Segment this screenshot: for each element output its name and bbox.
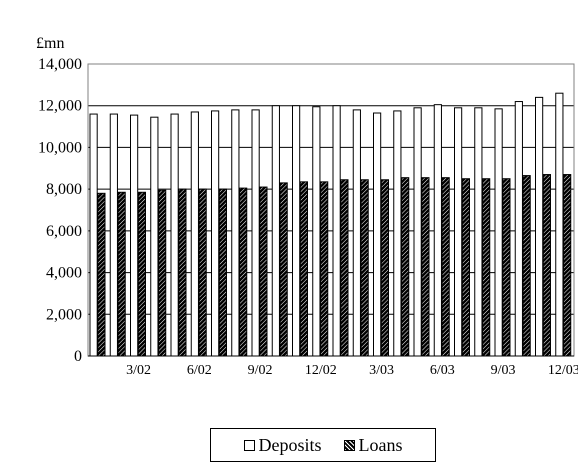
y-tick-label: 12,000 — [38, 98, 82, 115]
bar-loans — [259, 186, 268, 357]
bar-loans — [117, 191, 126, 357]
y-tick-label: 8,000 — [46, 181, 82, 198]
bar-loans — [542, 174, 551, 357]
bar-deposits — [89, 113, 98, 357]
bar-loans — [320, 181, 329, 357]
bar-deposits — [190, 111, 199, 357]
bars — [89, 92, 572, 357]
x-tick-label: 12/02 — [305, 363, 337, 378]
bar-deposits — [150, 116, 159, 357]
bar-loans — [97, 192, 106, 357]
bar-loans — [360, 179, 369, 357]
y-tick-label: 0 — [74, 348, 82, 365]
bar-loans — [178, 188, 187, 357]
bar-deposits — [271, 105, 280, 357]
legend-swatch-deposits — [243, 439, 255, 451]
bar-deposits — [332, 105, 341, 357]
bar-deposits — [514, 101, 523, 357]
bar-loans — [340, 179, 349, 357]
x-tick-label: 6/03 — [430, 363, 455, 378]
x-tick-labels: 3/02 6/02 9/02 12/02 3/03 6/03 9/03 12/03 — [126, 363, 578, 378]
bar-deposits — [454, 107, 463, 357]
bar-deposits — [312, 106, 321, 357]
bar-deposits — [130, 114, 139, 357]
bar-loans — [563, 174, 572, 357]
bar-deposits — [474, 107, 483, 357]
bar-deposits — [535, 96, 544, 357]
y-tick-label: 6,000 — [46, 223, 82, 240]
bar-loans — [380, 179, 389, 357]
y-tick-label: 14,000 — [38, 56, 82, 73]
bar-deposits — [555, 92, 564, 357]
bar-chart: £mn 0 2,000 4,000 6,000 8,000 10,000 12,000 14,… — [36, 35, 578, 378]
x-tick-label: 9/03 — [491, 363, 516, 378]
bar-deposits — [109, 113, 118, 357]
x-tick-label: 9/02 — [248, 363, 273, 378]
legend-item-loans: Loans — [343, 434, 403, 456]
x-tick-label: 12/03 — [548, 363, 578, 378]
y-tick-label: 10,000 — [38, 139, 82, 156]
bar-deposits — [413, 107, 422, 357]
bar-deposits — [231, 109, 240, 357]
y-unit-label: £mn — [36, 35, 64, 52]
bar-loans — [522, 175, 531, 357]
bar-loans — [502, 178, 511, 357]
bar-loans — [421, 177, 430, 357]
bar-loans — [137, 191, 147, 357]
y-tick-label: 4,000 — [46, 265, 82, 282]
bar-loans — [218, 188, 228, 357]
bar-loans — [158, 189, 167, 357]
bar-deposits — [373, 112, 382, 357]
bar-deposits — [433, 104, 442, 357]
bar-deposits — [251, 109, 260, 357]
bar-deposits — [170, 113, 179, 357]
bar-loans — [461, 178, 470, 357]
legend-label-deposits: Deposits — [258, 434, 322, 455]
legend-label-loans: Loans — [358, 434, 403, 455]
bar-loans — [441, 177, 450, 357]
y-tick-labels: 0 2,000 4,000 6,000 8,000 10,000 12,000 14,000 — [38, 56, 82, 365]
bar-loans — [299, 181, 308, 357]
legend-swatch-loans — [343, 439, 355, 451]
bar-deposits — [292, 105, 301, 357]
bar-loans — [198, 188, 207, 357]
bar-deposits — [211, 110, 220, 357]
bar-loans — [239, 187, 248, 357]
x-tick-label: 3/03 — [369, 363, 394, 378]
y-tick-label: 2,000 — [46, 306, 82, 323]
bar-loans — [482, 178, 491, 357]
bar-deposits — [352, 109, 361, 357]
legend-item-deposits: Deposits — [243, 434, 322, 456]
x-tick-label: 6/02 — [187, 363, 212, 378]
bar-deposits — [393, 110, 402, 357]
x-tick-label: 3/02 — [126, 363, 151, 378]
bar-loans — [401, 177, 410, 357]
bar-loans — [279, 182, 288, 357]
bar-deposits — [494, 108, 503, 357]
legend: Deposits Loans — [210, 428, 436, 462]
